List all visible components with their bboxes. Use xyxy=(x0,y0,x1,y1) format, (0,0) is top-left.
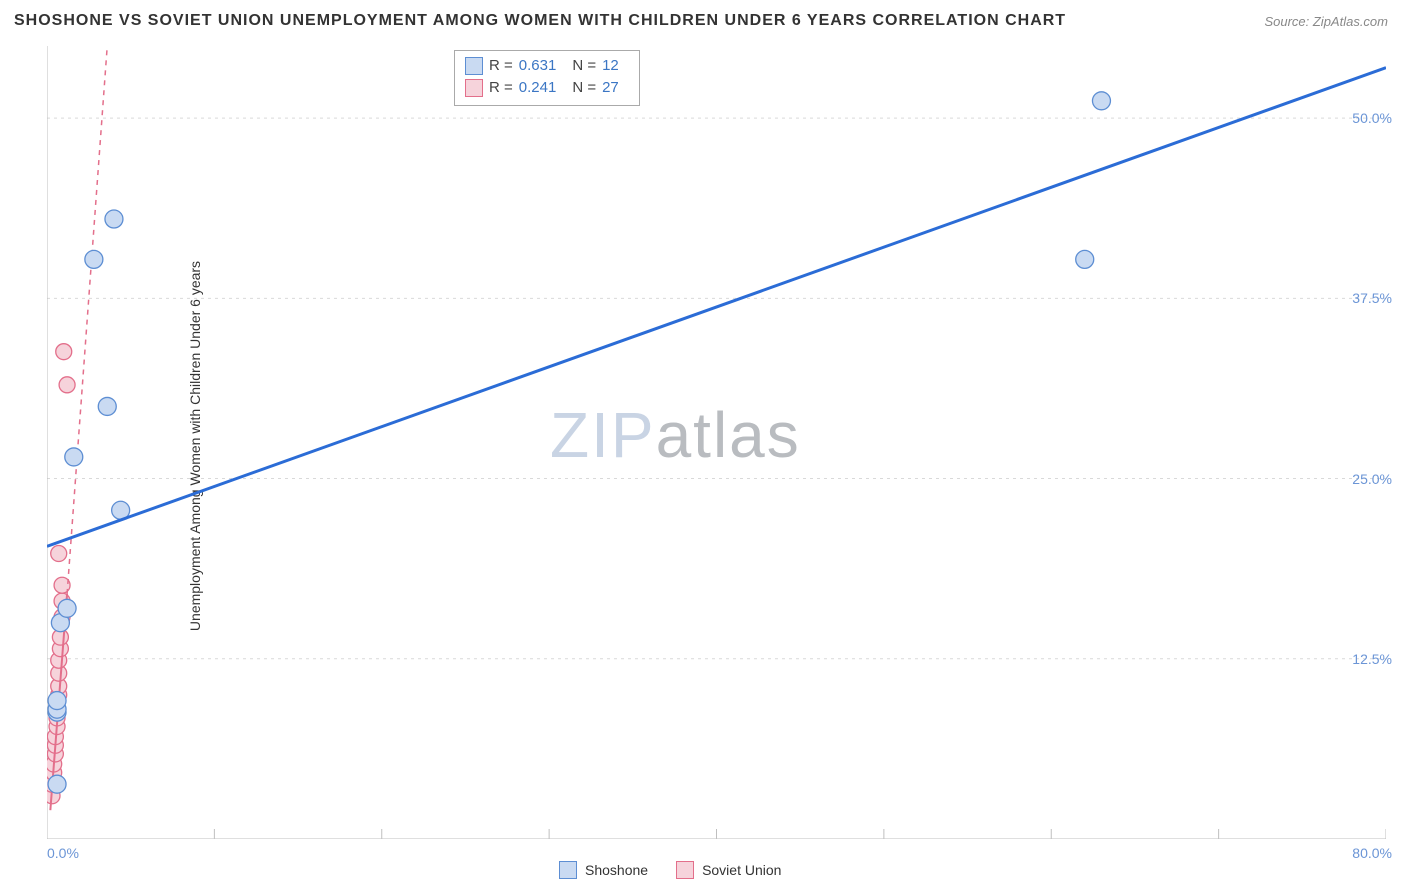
n-value-shoshone: 12 xyxy=(602,55,619,77)
swatch-shoshone-icon xyxy=(465,57,483,75)
source-prefix: Source: xyxy=(1264,14,1312,29)
stats-legend-box: R = 0.631 N = 12 R = 0.241 N = 27 xyxy=(454,50,640,106)
swatch-soviet-icon xyxy=(465,79,483,97)
n-label: N = xyxy=(572,55,596,77)
x-max-label: 80.0% xyxy=(1352,845,1392,861)
r-value-shoshone: 0.631 xyxy=(519,55,557,77)
chart-title: SHOSHONE VS SOVIET UNION UNEMPLOYMENT AM… xyxy=(14,12,1066,30)
legend-label-shoshone: Shoshone xyxy=(585,862,648,878)
source-credit: Source: ZipAtlas.com xyxy=(1264,14,1388,29)
swatch-soviet-icon xyxy=(676,861,694,879)
plot-area xyxy=(47,46,1386,839)
y-tick-label: 12.5% xyxy=(1352,651,1392,667)
bottom-legend: Shoshone Soviet Union xyxy=(559,861,781,879)
x-min-label: 0.0% xyxy=(47,845,79,861)
legend-item-soviet: Soviet Union xyxy=(676,861,781,879)
r-value-soviet: 0.241 xyxy=(519,77,557,99)
y-tick-label: 37.5% xyxy=(1352,290,1392,306)
n-label: N = xyxy=(572,77,596,99)
y-tick-label: 25.0% xyxy=(1352,471,1392,487)
stats-row-soviet: R = 0.241 N = 27 xyxy=(465,77,629,99)
legend-label-soviet: Soviet Union xyxy=(702,862,781,878)
swatch-shoshone-icon xyxy=(559,861,577,879)
n-value-soviet: 27 xyxy=(602,77,619,99)
legend-item-shoshone: Shoshone xyxy=(559,861,648,879)
stats-row-shoshone: R = 0.631 N = 12 xyxy=(465,55,629,77)
r-label: R = xyxy=(489,77,513,99)
chart-container: SHOSHONE VS SOVIET UNION UNEMPLOYMENT AM… xyxy=(0,0,1406,892)
source-name: ZipAtlas.com xyxy=(1313,14,1388,29)
y-tick-label: 50.0% xyxy=(1352,110,1392,126)
r-label: R = xyxy=(489,55,513,77)
